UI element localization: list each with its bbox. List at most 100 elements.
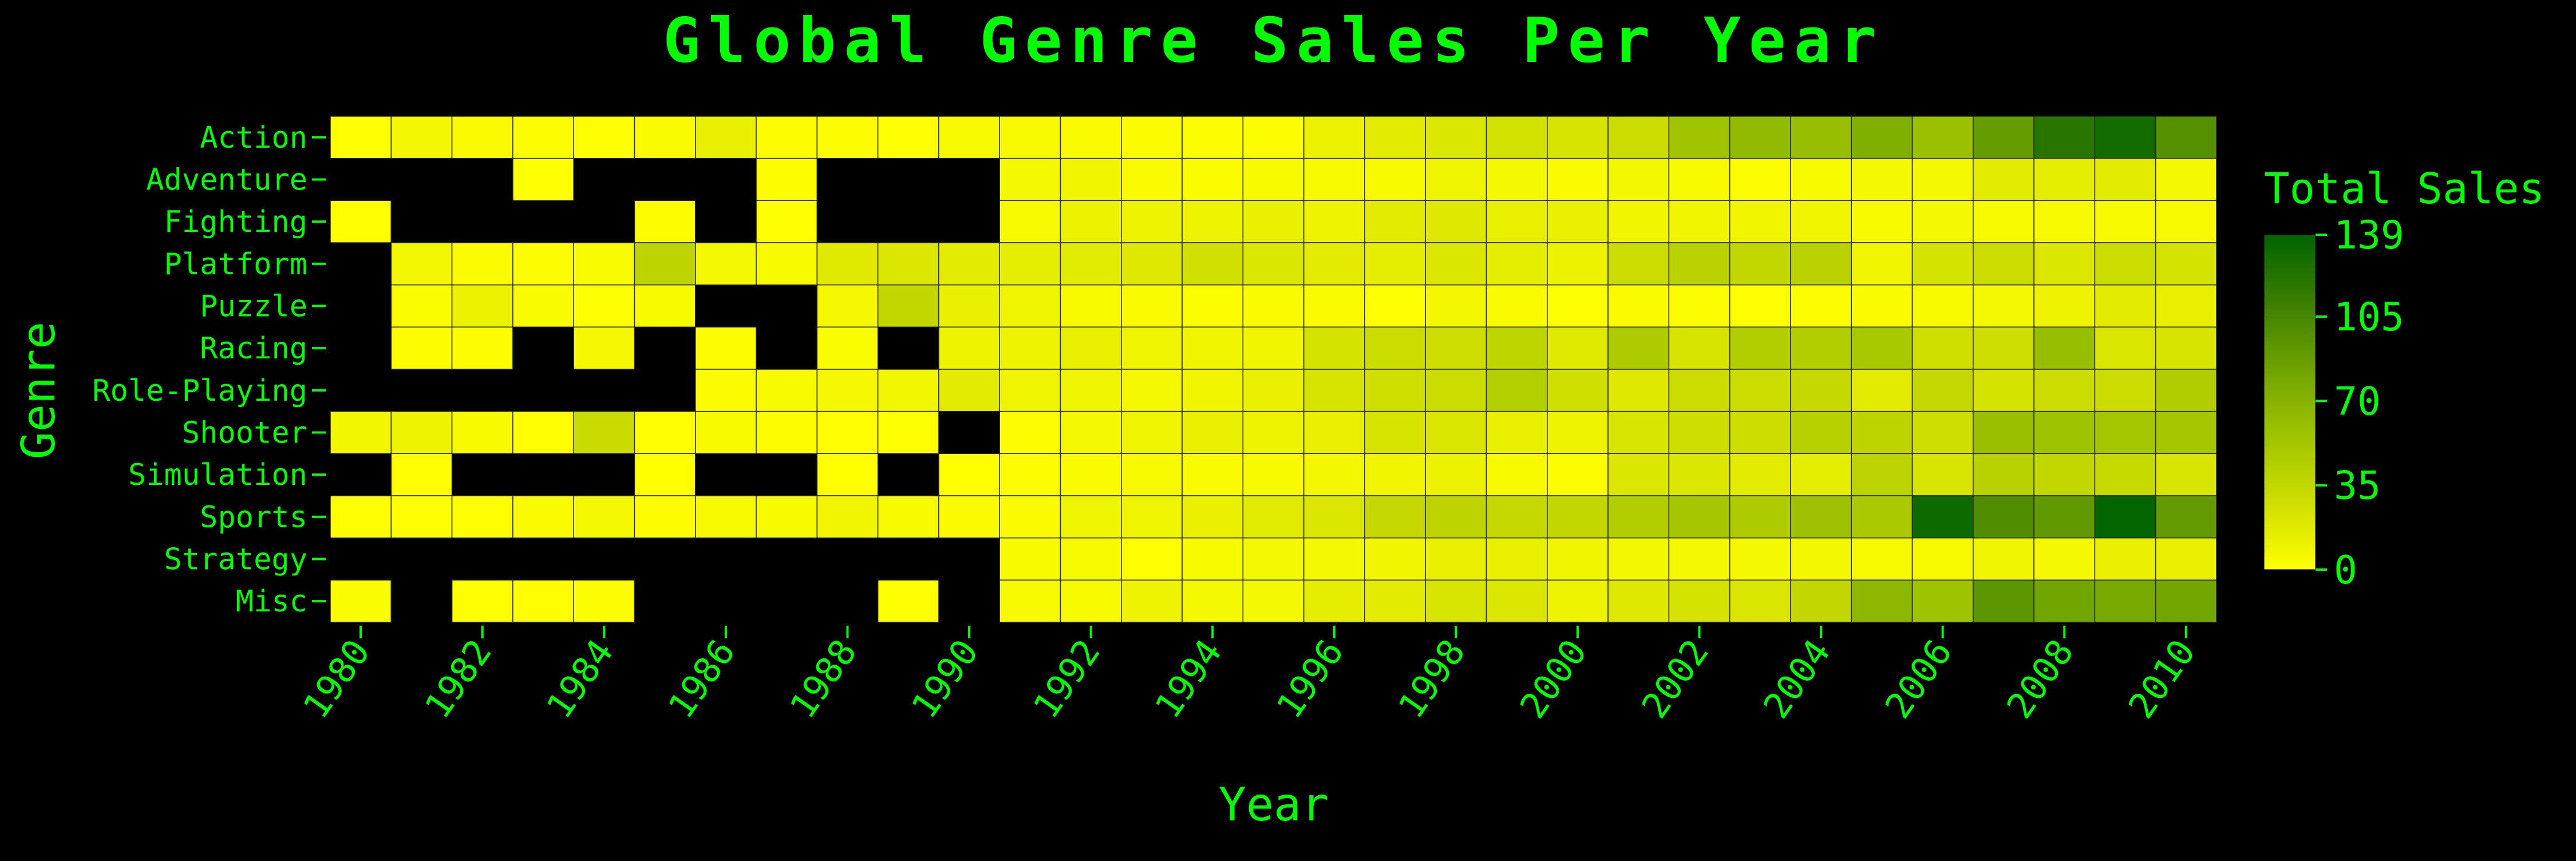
heatmap-cell [573,495,635,539]
heatmap-cell [1060,200,1122,243]
heatmap-cell [1425,410,1487,455]
heatmap-cell [1851,116,1913,159]
heatmap-cell [1121,284,1183,328]
heatmap-cell [512,579,574,623]
heatmap-cell [1182,200,1244,243]
heatmap-cell [390,495,453,539]
heatmap-cell [330,200,392,243]
heatmap-cell [1425,537,1487,581]
heatmap-cell [1303,284,1365,328]
heatmap-cell [1242,537,1305,581]
heatmap-cell [1851,369,1913,412]
heatmap-cell [1485,579,1548,623]
heatmap-cell [1973,369,2034,412]
heatmap-cell [1790,410,1852,455]
heatmap-cell [1425,495,1487,539]
heatmap-cell [573,410,635,455]
heatmap-cell [1425,242,1487,286]
heatmap-cell [816,369,879,412]
heatmap-cell [1547,242,1609,286]
heatmap-cell [816,116,879,159]
y-axis-title: Genre [12,322,65,460]
heatmap-cell [1851,453,1913,496]
heatmap-cell [2155,284,2217,328]
heatmap-cell [573,284,635,328]
heatmap-cell [330,116,392,159]
heatmap-cell [999,579,1061,623]
heatmap-cell [1182,284,1244,328]
heatmap-cell [1851,200,1913,243]
heatmap-cell [1485,116,1548,159]
chart-title: Global Genre Sales Per Year [663,5,1884,77]
heatmap-cell [1121,369,1183,412]
heatmap-cell [1973,537,2034,581]
heatmap-cell [634,410,696,455]
heatmap-cell [1729,537,1791,581]
colorbar-tick-label: 35 [2334,464,2381,509]
heatmap-cell [1973,157,2034,202]
heatmap-cell [999,157,1061,202]
heatmap-cell [1485,537,1548,581]
y-tick-label: Role-Playing [92,374,307,408]
heatmap-cell [1607,537,1670,581]
heatmap-cell [999,410,1061,455]
y-tick-label: Strategy [164,543,307,577]
heatmap-cell [1790,453,1852,496]
heatmap-cell [756,116,818,159]
heatmap-cell [2155,157,2217,202]
heatmap-cell [2033,495,2096,539]
heatmap-cell [2033,326,2096,370]
heatmap-cell [694,410,757,455]
heatmap-cell [1790,495,1852,539]
heatmap-cell [1547,200,1609,243]
heatmap-cell [2094,453,2156,496]
heatmap-cell [1729,284,1791,328]
heatmap-cell [1425,326,1487,370]
heatmap-cell [1851,326,1913,370]
heatmap-cell [1851,157,1913,202]
heatmap-cell [1242,200,1305,243]
y-tick-label: Simulation [128,458,307,492]
heatmap-cell [2155,579,2217,623]
heatmap-cell [512,116,574,159]
heatmap-cell [451,495,513,539]
heatmap-cell [1607,453,1670,496]
heatmap-cell [1973,284,2034,328]
y-tick-label: Racing [200,331,307,366]
colorbar-tick-label: 70 [2334,379,2381,424]
heatmap-cell [1425,369,1487,412]
heatmap-cell [999,326,1061,370]
heatmap-cell [938,242,1000,286]
heatmap-cell [512,284,574,328]
heatmap-cell [634,200,696,243]
heatmap-cell [877,116,939,159]
heatmap-cell [756,157,818,202]
heatmap-cell [2094,284,2156,328]
heatmap-cell [1911,495,1974,539]
heatmap-cell [1607,284,1670,328]
heatmap-cell [1182,495,1244,539]
heatmap-cell [1668,369,1730,412]
heatmap-cell [1911,579,1974,623]
heatmap-cell [1547,326,1609,370]
heatmap-cell [1911,369,1974,412]
heatmap-cell [938,495,1000,539]
heatmap-cell [1182,537,1244,581]
heatmap-cell [1364,157,1426,202]
heatmap-cell [1911,284,1974,328]
heatmap-cell [1121,242,1183,286]
y-tick-label: Puzzle [200,290,307,324]
heatmap-cell [1060,326,1122,370]
heatmap-cell [1851,579,1913,623]
heatmap-cell [1911,200,1974,243]
heatmap-cell [1973,116,2034,159]
heatmap-cell [999,116,1061,159]
heatmap-cell [1303,579,1365,623]
heatmap-cell [1911,326,1974,370]
heatmap-cell [1485,242,1548,286]
y-tick-label: Sports [200,500,307,535]
heatmap-cell [330,579,392,623]
heatmap-cell [1911,116,1974,159]
heatmap-cell [1182,579,1244,623]
